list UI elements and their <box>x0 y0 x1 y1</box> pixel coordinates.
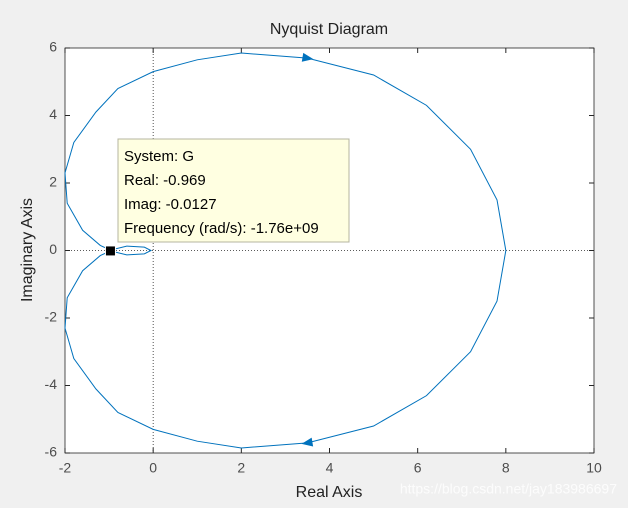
direction-arrow <box>301 52 314 62</box>
datatip-line: System: G <box>124 148 194 165</box>
x-tick-label: 0 <box>149 460 157 476</box>
datatip-line: Real: -0.969 <box>124 172 206 189</box>
x-tick-label: 2 <box>237 460 245 476</box>
x-tick-label: 8 <box>502 460 510 476</box>
datatip: System: G Real: -0.969 Imag: -0.0127 Freque… <box>117 138 350 243</box>
plot-border <box>64 47 595 454</box>
y-tick-label: -4 <box>45 376 58 392</box>
x-axis-label: Real Axis <box>296 484 363 501</box>
y-tick-label: -6 <box>45 444 58 460</box>
x-tick-label: 4 <box>326 460 334 476</box>
datatip-line: Imag: -0.0127 <box>124 196 217 213</box>
y-tick-label: 6 <box>49 39 57 55</box>
datatip-marker <box>104 245 116 257</box>
x-tick-label: 10 <box>586 460 602 476</box>
datatip-box <box>117 138 350 243</box>
y-tick-label: 0 <box>49 241 57 257</box>
chart-title: Nyquist Diagram <box>270 21 388 38</box>
x-tick-label: 6 <box>414 460 422 476</box>
y-axis-label: Imaginary Axis <box>19 198 36 302</box>
x-tick-label: -2 <box>59 460 72 476</box>
y-tick-label: -2 <box>45 309 58 325</box>
y-tick-label: 2 <box>49 174 57 190</box>
watermark: https://blog.csdn.net/jay183986697 <box>400 481 617 497</box>
direction-arrow <box>301 437 314 447</box>
datatip-line: Frequency (rad/s): -1.76e+09 <box>124 220 319 237</box>
y-tick-label: 4 <box>49 106 57 122</box>
nyquist-curve <box>64 52 507 449</box>
